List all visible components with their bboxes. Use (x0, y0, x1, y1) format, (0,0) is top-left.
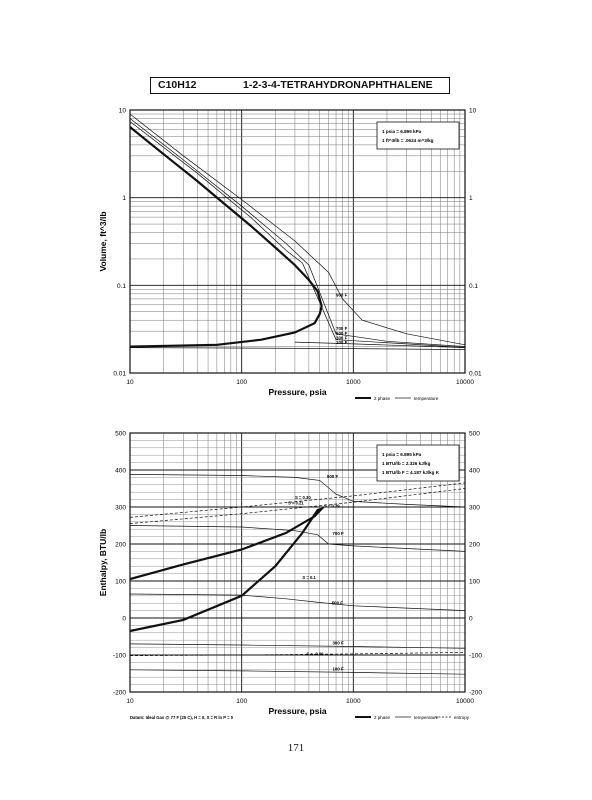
c0-x-tick-label: 10000 (456, 379, 474, 386)
c1-isotherm-label: 500 F (332, 601, 344, 606)
c1-entropy-label: S = 0.1 (302, 575, 316, 580)
c1-x-axis-label: Pressure, psia (268, 706, 326, 716)
c0-y-axis-label: Volume, ft^3/lb (98, 211, 108, 271)
c1-y-tick-label-left: 400 (115, 468, 126, 475)
c1-series-100-f (129, 669, 466, 675)
c1-datum-note: Datum: Ideal Gas @ 77 F (25 C), H = 0, S… (130, 715, 234, 720)
c1-y-tick-label-left: -200 (113, 690, 126, 697)
c1-x-tick-label: 10 (126, 698, 134, 705)
c0-y-tick-label-right: 10 (469, 108, 477, 115)
c1-y-tick-label-left: -100 (113, 653, 126, 660)
c1-plot-frame (129, 432, 466, 693)
c1-entropy-label: S = 0.30 (295, 495, 311, 500)
c1-isotherm-label: 900 F (327, 474, 339, 479)
c0-isotherm-label: 300 F (336, 336, 348, 341)
c0-series-100-f (129, 347, 466, 350)
c1-legend-label: 2 phase (374, 715, 391, 720)
c1-y-axis-label: Enthalpy, BTU/lb (98, 529, 108, 596)
c1-y-tick-label-right: 500 (469, 431, 480, 438)
c1-legend-label: entropy (454, 715, 470, 720)
c1-series-500-f (129, 593, 466, 611)
c1-y-tick-label-right: 100 (469, 579, 480, 586)
c1-conversion-box (376, 444, 460, 482)
c0-series-300-f (294, 341, 466, 348)
c1-series-s-0-09 (129, 652, 466, 657)
c0-legend-label: temperature (414, 396, 439, 401)
c1-entropy-label: S = 0.29 (324, 504, 340, 509)
c1-series-300-f (129, 643, 466, 649)
c1-y-tick-label-left: 200 (115, 542, 126, 549)
c0-conversion-box (376, 121, 460, 150)
compound-formula: C10H12 (158, 79, 197, 91)
c1-entropy-label: S = -0.09 (306, 652, 324, 657)
title-box: C10H12 1-2-3-4-TETRAHYDRONAPHTHALENE (150, 77, 450, 94)
c1-y-tick-label-right: 0 (469, 616, 473, 623)
c1-entropy-label: S = 0.21 (288, 500, 304, 505)
c0-y-tick-label-right: 1 (469, 195, 473, 202)
c1-conversion-line: 1 BTU/lb F = 4.187 kJ/kg K (382, 470, 440, 475)
c0-y-tick-label-left: 1 (122, 195, 126, 202)
c1-y-tick-label-left: 300 (115, 505, 126, 512)
c1-series-s-0-21 (129, 488, 466, 524)
c0-y-tick-label-left: 10 (119, 108, 127, 115)
c1-series-700-f (129, 525, 466, 552)
c1-y-tick-label-right: -200 (469, 690, 482, 697)
c1-x-tick-label: 1000 (346, 698, 361, 705)
c0-y-tick-label-left: 0.01 (113, 371, 126, 378)
c0-y-tick-label-left: 0.1 (117, 283, 126, 290)
c0-series-700-f (129, 118, 466, 347)
c1-y-tick-label-left: 100 (115, 579, 126, 586)
c1-legend-label: temperature (414, 715, 439, 720)
c0-legend-label: 2 phase (374, 396, 391, 401)
c0-y-tick-label-right: 0.1 (469, 283, 478, 290)
c0-x-tick-label: 1000 (346, 379, 361, 386)
c1-conversion-line: 1 BTU/lb = 2.326 kJ/kg (382, 461, 431, 466)
c0-x-tick-label: 10 (126, 379, 134, 386)
c1-series-2-phase (129, 506, 326, 633)
compound-name: 1-2-3-4-TETRAHYDRONAPHTHALENE (243, 79, 433, 91)
c1-y-tick-label-left: 500 (115, 431, 126, 438)
c1-x-tick-label: 100 (236, 698, 247, 705)
c0-series-2-phase (129, 126, 323, 348)
c0-series-500-f (129, 121, 466, 348)
c0-isotherm-label: 700 F (336, 326, 348, 331)
c1-y-tick-label-right: 200 (469, 542, 480, 549)
c1-isotherm-label: 100 F (332, 667, 344, 672)
c1-y-tick-label-right: -100 (469, 653, 482, 660)
page-number: 171 (287, 742, 305, 754)
c1-y-tick-label-left: 0 (122, 616, 126, 623)
c0-isotherm-label: 900 F (336, 292, 348, 297)
c0-y-tick-label-right: 0.01 (469, 371, 482, 378)
c0-isotherm-label: 100 F (336, 340, 348, 345)
c0-x-tick-label: 100 (236, 379, 247, 386)
c0-x-axis-label: Pressure, psia (268, 387, 326, 397)
c0-conversion-line: 1 psia = 6.895 kPa (382, 129, 422, 134)
c1-series-900-f (129, 474, 466, 508)
c0-conversion-line: 1 ft^3/lb = .0624 m^3/kg (382, 138, 434, 143)
c1-series-s-0-30 (129, 482, 466, 518)
c1-conversion-line: 1 psia = 6.895 kPa (382, 452, 422, 457)
c1-x-tick-label: 10000 (456, 698, 474, 705)
c0-isotherm-label: 500 F (336, 331, 348, 336)
c0-series-900-f (129, 113, 466, 346)
c1-y-tick-label-right: 300 (469, 505, 480, 512)
c1-isotherm-label: 300 F (332, 641, 344, 646)
c0-plot-frame (129, 109, 466, 374)
c1-isotherm-label: 700 F (332, 531, 344, 536)
c1-y-tick-label-right: 400 (469, 468, 480, 475)
